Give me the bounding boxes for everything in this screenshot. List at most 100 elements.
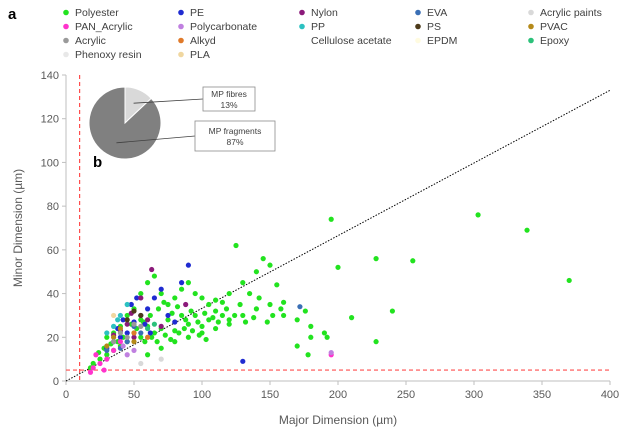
data-point <box>328 349 334 356</box>
data-point <box>251 315 257 321</box>
legend-label: Acrylic paints <box>540 7 602 19</box>
legend-label: Polyester <box>75 7 119 19</box>
pie <box>88 86 162 160</box>
legend-marker <box>63 37 69 44</box>
data-point <box>183 317 189 323</box>
data-point <box>226 321 232 327</box>
data-point <box>161 299 167 305</box>
y-tick-label: 60 <box>47 245 59 257</box>
data-point <box>183 301 189 308</box>
y-tick-label: 80 <box>47 201 59 213</box>
data-point <box>202 310 208 316</box>
legend-item-acrylic-paints: Acrylic paints <box>528 7 602 19</box>
data-point <box>97 360 103 367</box>
data-point <box>199 295 205 301</box>
data-point <box>104 356 110 362</box>
data-point <box>281 312 287 319</box>
data-point <box>128 301 134 308</box>
data-point <box>120 343 126 349</box>
data-point <box>188 308 194 314</box>
data-point <box>172 339 178 345</box>
data-point <box>124 339 130 345</box>
data-point <box>242 319 249 325</box>
pie-slice-mp-fragments <box>88 86 162 160</box>
data-point <box>151 273 157 279</box>
legend-item-epdm: EPDM <box>415 35 457 47</box>
data-point <box>264 319 270 325</box>
data-point <box>145 352 151 358</box>
legend-item-pp: PP <box>299 21 325 33</box>
data-point <box>104 330 110 336</box>
data-point <box>158 356 164 362</box>
legend-label: Polycarbonate <box>190 21 257 33</box>
series-pvac <box>104 325 137 349</box>
legend-marker <box>299 23 305 30</box>
data-point <box>278 306 284 312</box>
data-point <box>165 312 171 319</box>
axes <box>62 74 611 385</box>
data-point <box>192 312 198 319</box>
legend-label: Cellulose acetate <box>311 35 392 47</box>
data-point <box>145 317 151 323</box>
data-point <box>145 306 151 312</box>
y-tick-label: 0 <box>53 376 59 388</box>
x-tick-label: 300 <box>465 389 483 401</box>
data-point <box>196 332 202 338</box>
data-point <box>142 339 148 345</box>
data-point <box>111 334 117 340</box>
legend-label: PAN_Acrylic <box>75 21 133 33</box>
data-point <box>253 269 259 275</box>
data-point <box>138 360 144 367</box>
data-point <box>181 325 187 332</box>
legend-item-acrylic: Acrylic <box>63 35 106 47</box>
data-point <box>324 334 330 340</box>
data-point <box>117 312 123 319</box>
callout-value: 87% <box>226 137 243 147</box>
data-point <box>267 262 273 268</box>
data-point <box>124 301 130 308</box>
data-point <box>226 317 232 323</box>
data-point <box>335 264 341 270</box>
data-point <box>179 280 185 286</box>
legend-item-epoxy: Epoxy <box>528 35 570 47</box>
data-point <box>328 216 334 222</box>
data-point <box>151 321 157 327</box>
data-point <box>147 312 153 319</box>
data-point <box>138 334 144 340</box>
data-point <box>240 280 246 286</box>
legend-label: EPDM <box>427 35 457 47</box>
legend-item-eva: EVA <box>415 7 447 19</box>
legend-item-nylon: Nylon <box>299 7 338 19</box>
x-tick-label: 200 <box>329 389 347 401</box>
legend-marker <box>528 23 534 30</box>
legend-marker <box>178 37 184 44</box>
data-point <box>174 304 181 310</box>
data-point <box>232 312 238 319</box>
data-point <box>274 282 280 288</box>
y-tick-label: 140 <box>41 70 59 82</box>
data-point <box>219 312 225 319</box>
data-point <box>104 352 110 358</box>
data-point <box>237 301 243 308</box>
data-point <box>101 367 107 373</box>
data-point <box>260 256 266 262</box>
data-point <box>115 317 121 323</box>
legend-marker <box>63 23 69 30</box>
series-pe <box>104 262 246 364</box>
data-point <box>151 295 157 301</box>
legend-label: PE <box>190 7 204 19</box>
legend-marker <box>415 23 421 30</box>
data-point <box>256 295 262 301</box>
legend-item-pla: PLA <box>178 49 210 61</box>
legend-marker <box>528 9 534 16</box>
data-point <box>179 312 185 319</box>
series-epoxy <box>145 321 157 332</box>
y-tick-label: 20 <box>47 332 59 344</box>
series-acrylic <box>111 321 144 345</box>
legend-item-phenoxy-resin: Phenoxy resin <box>63 49 142 61</box>
legend-marker <box>299 37 305 44</box>
data-point <box>179 286 185 292</box>
data-point <box>349 315 355 321</box>
data-point <box>226 290 232 297</box>
data-point <box>117 339 123 345</box>
